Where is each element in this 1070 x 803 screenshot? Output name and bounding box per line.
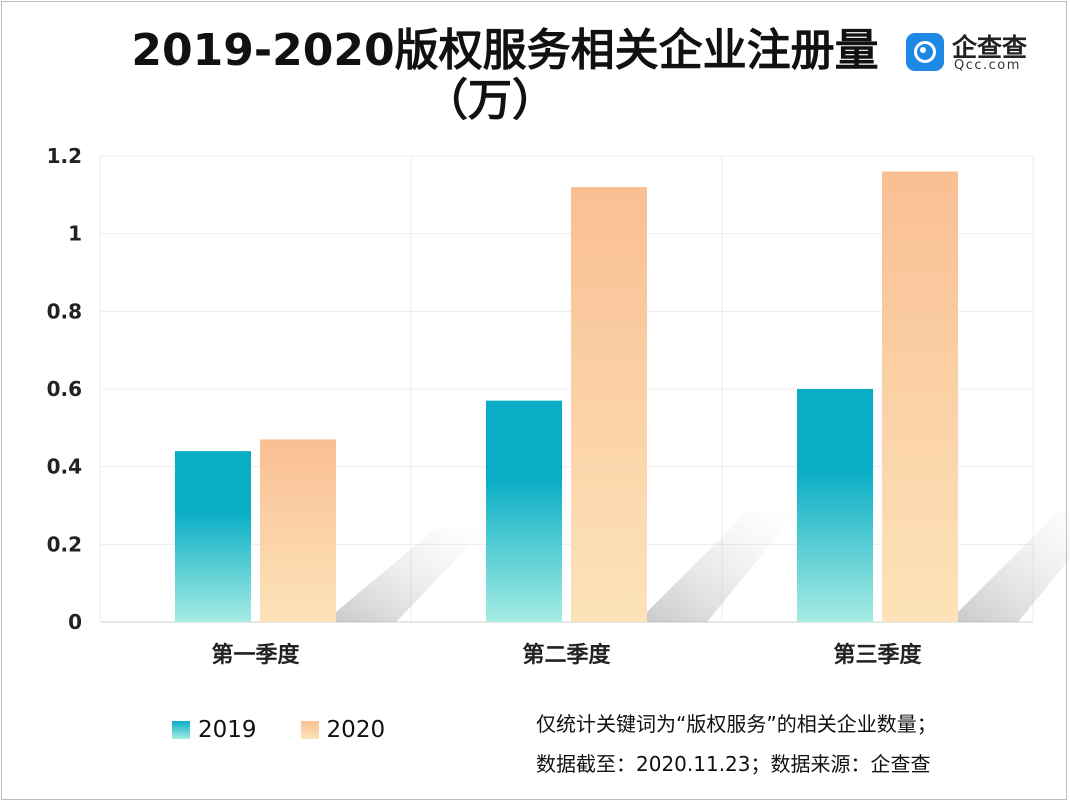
y-tick-label: 1 <box>68 222 82 246</box>
x-tick-label: 第二季度 <box>522 642 611 668</box>
bar-shadow <box>336 528 486 622</box>
legend-label-2019: 2019 <box>198 717 257 743</box>
y-tick-label: 1.2 <box>47 144 82 168</box>
legend-label-2020: 2020 <box>326 717 386 743</box>
x-axis-ticks: 第一季度 第二季度 第三季度 <box>211 642 922 668</box>
x-tick-label: 第三季度 <box>833 642 922 668</box>
legend-item-2019: 2019 <box>172 717 257 743</box>
chart-title-line2: （万） <box>424 75 556 126</box>
qcc-logo: 企查查 Qcc.com <box>906 30 1036 76</box>
y-tick-label: 0.4 <box>47 455 82 479</box>
bar-shadow <box>958 512 1070 622</box>
bar-2020-1 <box>260 439 336 622</box>
y-tick-label: 0.8 <box>47 299 82 323</box>
footnotes: 仅统计关键词为“版权服务”的相关企业数量； 数据截至：2020.11.23；数据… <box>536 704 937 784</box>
grid <box>99 155 1034 623</box>
y-axis-ticks: 0 0.2 0.4 0.6 0.8 1 1.2 <box>47 144 82 634</box>
chart-title: 2019-2020版权服务相关企业注册量 （万） <box>0 26 1010 126</box>
footnote-source: 数据截至：2020.11.23；数据来源：企查查 <box>536 752 931 776</box>
bar-2020-2 <box>571 187 647 623</box>
legend-swatch-2020 <box>300 721 319 739</box>
bar-2020-3 <box>882 171 958 623</box>
bar-2019-2 <box>486 400 562 622</box>
legend-swatch-2019 <box>172 721 190 739</box>
qcc-logo-icon <box>906 33 944 71</box>
bar-2019-3 <box>797 389 873 622</box>
legend: 2019 2020 <box>172 716 429 744</box>
bars <box>175 171 958 623</box>
legend-item-2020: 2020 <box>300 717 386 743</box>
x-tick-label: 第一季度 <box>211 642 300 668</box>
bar-2019-1 <box>175 451 251 622</box>
logo-text-en: Qcc.com <box>954 58 1021 73</box>
footnote-scope: 仅统计关键词为“版权服务”的相关企业数量； <box>536 712 937 736</box>
chart-title-line1: 2019-2020版权服务相关企业注册量 <box>131 25 879 76</box>
bar-shadow <box>647 512 797 622</box>
y-tick-label: 0 <box>68 610 82 634</box>
logo-text-cn: 企查查 <box>952 33 1028 62</box>
bar-shadows <box>336 512 1070 622</box>
y-tick-label: 0.2 <box>47 532 82 556</box>
y-tick-label: 0.6 <box>47 377 82 401</box>
